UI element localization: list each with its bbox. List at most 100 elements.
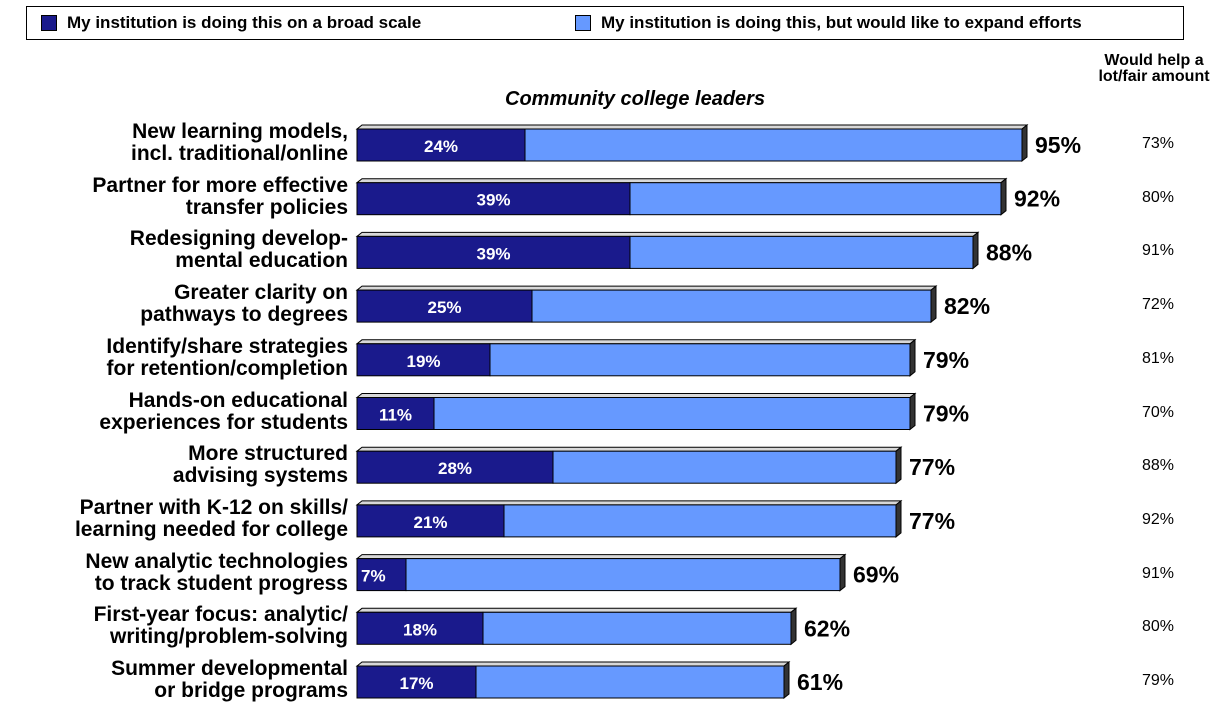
bar-side-face [972, 231, 979, 270]
would-help-value: 91% [1141, 242, 1175, 260]
category-label-line: incl. traditional/online [130, 142, 348, 165]
bar-side-face [783, 660, 790, 700]
bar-value-label: 18% [403, 620, 437, 639]
category-label-line: Summer developmental [111, 657, 348, 680]
bar-side-face [895, 446, 902, 485]
bar-side-face [1000, 177, 1007, 216]
category-label-line: Partner with K-12 on skills/ [79, 495, 348, 519]
category-label-line: Hands-on educational [128, 388, 348, 412]
bar-expand [433, 397, 911, 430]
category-label-line: writing/problem-solving [109, 625, 348, 649]
bar-broad-scale [356, 182, 631, 216]
bar-broad-scale [356, 665, 477, 699]
category-label-line: New analytic technologies [85, 549, 348, 573]
bar-broad-scale [356, 558, 407, 592]
category-label-line: More structured [188, 442, 348, 466]
bar-total-label: 77% [909, 454, 955, 480]
category-label-line: advising systems [172, 464, 348, 488]
bar-value-label: 28% [438, 459, 472, 478]
bar-expand [475, 665, 785, 699]
bar-broad-scale [356, 289, 533, 323]
category-label-line: experiences for students [99, 410, 348, 434]
bar-value-label: 7% [361, 567, 386, 586]
bar-value-label: 17% [399, 674, 433, 693]
bar-total-label: 77% [909, 508, 955, 534]
bar-expand [405, 558, 841, 592]
bar-total-label: 62% [804, 615, 850, 641]
bar-broad-scale [356, 450, 554, 484]
bar-total-label: 61% [797, 669, 843, 695]
category-label: Hands-on educational experiences for stud… [99, 388, 348, 434]
category-label: Partner with K-12 on skills/learning nee… [74, 495, 348, 541]
bar-expand [503, 504, 897, 538]
bar-top-face [355, 285, 938, 291]
bar-expand [489, 343, 911, 377]
category-label-line: mental education [175, 249, 348, 273]
bar-total-label: 79% [923, 347, 969, 373]
category-label: Identify/share strategies for retention/c… [106, 335, 348, 380]
bar-side-face [790, 607, 797, 646]
chart-title: Community college leaders [505, 88, 766, 110]
bar-top-face [355, 339, 917, 345]
category-label-line: pathways to degrees [140, 303, 348, 327]
category-label: Redesigning develop-mental education [130, 228, 348, 272]
bar-side-face [930, 285, 937, 324]
bar-value-label: 25% [427, 298, 461, 317]
bar-expand [629, 182, 1002, 216]
bar-side-face [1021, 123, 1028, 163]
bar-value-label: 39% [476, 191, 510, 210]
bar-expand [629, 235, 974, 269]
bar-expand [531, 289, 932, 323]
bar-top-face [355, 393, 917, 398]
bar-top-face [355, 500, 903, 506]
bar-broad-scale [356, 343, 491, 377]
bar-total-label: 88% [986, 239, 1032, 265]
bar-side-face [895, 499, 902, 538]
bar-value-label: 21% [413, 513, 447, 532]
category-label: Partner for more effective transfer polic… [92, 173, 348, 219]
bar-expand [482, 611, 792, 645]
category-label-line: Partner for more effective [92, 173, 348, 197]
bar-total-label: 69% [853, 562, 899, 588]
bar-value-label: 19% [406, 352, 440, 371]
legend-item-expand: My institution is doing this, but would … [575, 7, 1082, 39]
bar-side-face [909, 338, 916, 377]
category-label-line: learning needed for college [74, 517, 348, 541]
legend-label-broad-scale: My institution is doing this on a broad … [67, 13, 422, 32]
legend-swatch-broad-scale [41, 15, 57, 31]
right-column-header: Would help a lot/fair amount [1098, 52, 1210, 85]
category-label-line: Redesigning develop- [129, 227, 348, 251]
would-help-value: 72% [1141, 296, 1175, 314]
category-label-line: or bridge programs [154, 679, 348, 702]
bar-value-label: 39% [476, 244, 510, 263]
would-help-value: 70% [1141, 403, 1175, 421]
would-help-value: 80% [1141, 618, 1175, 636]
bar-top-face [355, 446, 903, 452]
bar-broad-scale [356, 235, 631, 269]
bar-broad-scale [356, 504, 505, 538]
category-label-line: First-year focus: analytic/ [93, 603, 348, 627]
would-help-value: 81% [1141, 349, 1175, 367]
bar-top-face [355, 231, 980, 237]
bar-value-label: 24% [424, 137, 458, 156]
legend-swatch-expand [575, 15, 591, 31]
bar-expand [552, 450, 897, 484]
category-label: First-year focus: analytic/writing/probl… [94, 604, 348, 648]
would-help-value: 73% [1141, 135, 1175, 152]
bar-total-label: 92% [1014, 186, 1060, 212]
category-label-line: Greater clarity on [174, 281, 348, 305]
would-help-value: 92% [1141, 510, 1175, 528]
category-label-line: transfer policies [185, 195, 348, 219]
bar-top-face [355, 124, 1029, 130]
would-help-value: 80% [1141, 188, 1175, 206]
bar-broad-scale [356, 397, 435, 430]
would-help-value: 79% [1141, 672, 1175, 689]
category-label: Summer developmental or bridge programs [111, 658, 348, 702]
category-label-line: New learning models, [132, 120, 348, 143]
category-label: More structured advising systems [173, 443, 348, 487]
bar-side-face [839, 553, 846, 592]
legend-label-expand: My institution is doing this, but would … [601, 13, 1082, 32]
bar-value-label: 11% [379, 406, 412, 425]
bar-total-label: 95% [1035, 132, 1081, 158]
